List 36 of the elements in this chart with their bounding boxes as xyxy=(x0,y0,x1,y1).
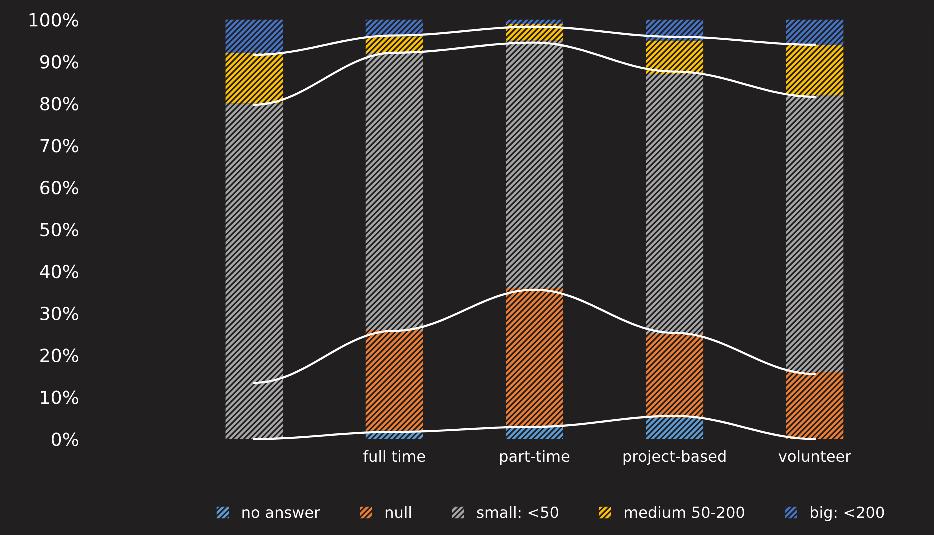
y-tick-label: 90% xyxy=(40,55,78,69)
y-tick-label: 60% xyxy=(40,181,78,195)
x-tick-label: full time xyxy=(364,450,426,462)
bar xyxy=(506,20,564,24)
y-tick-label: 10% xyxy=(41,390,78,404)
y-tick-label: 80% xyxy=(40,97,78,111)
bar xyxy=(646,418,704,440)
bar xyxy=(366,53,424,330)
bar xyxy=(226,20,284,54)
legend-label: small: <50 xyxy=(477,506,559,518)
y-tick-label: 40% xyxy=(40,264,78,279)
bar xyxy=(646,334,704,418)
legend-label: big: <200 xyxy=(811,506,884,522)
bar xyxy=(506,40,564,288)
bar xyxy=(786,44,844,96)
bar xyxy=(506,288,564,427)
y-tick-label: 50% xyxy=(40,222,78,237)
y-tick-label: 0% xyxy=(52,432,78,446)
bar xyxy=(226,104,284,440)
bar xyxy=(786,20,844,45)
x-tick-label: part-time xyxy=(500,450,570,466)
bar xyxy=(646,40,704,74)
y-tick-label: 30% xyxy=(40,306,78,321)
legend-label: no answer xyxy=(242,510,320,518)
legend-label: null xyxy=(386,506,411,518)
bar xyxy=(786,372,844,440)
legend-label: medium 50-200 xyxy=(625,506,744,518)
bar xyxy=(646,74,704,334)
x-tick-label: volunteer xyxy=(778,450,852,462)
y-tick-label: 100% xyxy=(30,13,78,27)
y-tick-label: 20% xyxy=(40,348,78,362)
x-tick-label: project-based xyxy=(624,450,726,466)
bar xyxy=(226,53,284,104)
bar xyxy=(786,95,844,372)
bar xyxy=(366,330,424,431)
y-tick-label: 70% xyxy=(40,139,78,153)
